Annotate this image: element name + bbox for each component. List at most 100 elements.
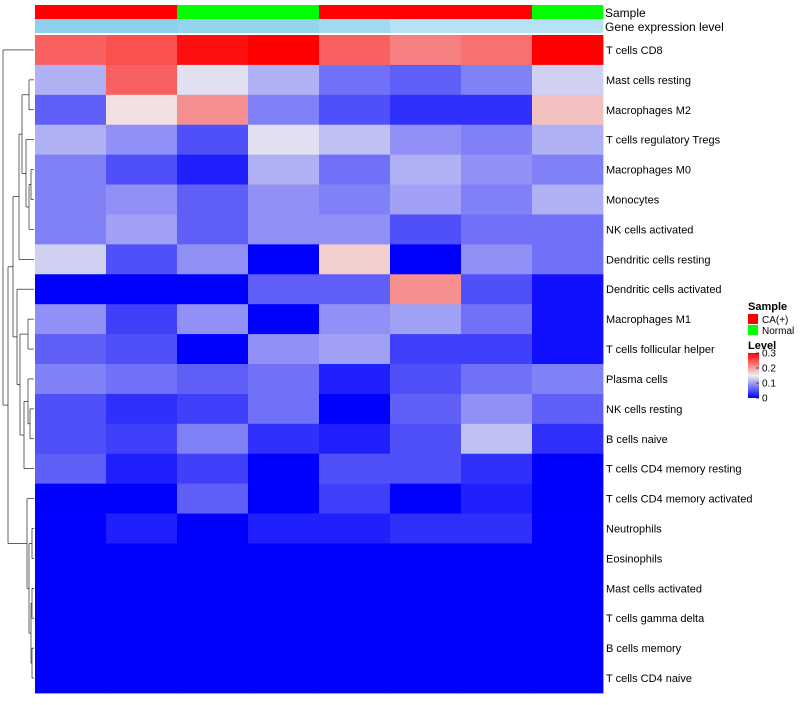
row-label: NK cells activated	[606, 224, 693, 236]
heatmap-cell	[177, 633, 249, 664]
heatmap-cell	[106, 633, 178, 664]
heatmap-cell	[390, 334, 462, 365]
heatmap-cell	[390, 35, 462, 66]
heatmap-cell	[248, 423, 320, 455]
heatmap-cell	[106, 214, 178, 245]
sample-annotation-cell	[532, 5, 604, 19]
heatmap-cell	[177, 393, 249, 425]
row-label: Macrophages M1	[606, 314, 691, 326]
row-label: Macrophages M2	[606, 105, 691, 117]
row-label: B cells memory	[606, 643, 682, 655]
heatmap-cell	[35, 573, 107, 604]
heatmap-cell	[177, 603, 249, 634]
gene-expression-annotation-cell	[319, 19, 391, 33]
gene-expression-annotation-cell	[35, 19, 107, 33]
heatmap-cell	[35, 124, 107, 156]
heatmap-cell	[461, 453, 533, 485]
heatmap-cell	[248, 35, 320, 66]
sample-annotation-cell	[35, 5, 107, 19]
heatmap-cell	[106, 334, 178, 365]
heatmap-cell	[319, 603, 391, 634]
legend-sample-title: Sample	[748, 301, 787, 313]
heatmap-cell	[390, 603, 462, 634]
row-label: Monocytes	[606, 195, 660, 207]
heatmap-cell	[390, 453, 462, 485]
heatmap-cell	[35, 663, 107, 694]
heatmap-cell	[319, 513, 391, 544]
heatmap-cell	[390, 64, 462, 96]
heatmap-cell	[35, 513, 107, 544]
legend-level-tick-label: 0.3	[762, 349, 776, 360]
heatmap-cell	[177, 64, 249, 96]
heatmap-cell	[532, 663, 604, 694]
heatmap-cells	[35, 35, 604, 694]
heatmap-cell	[35, 154, 107, 185]
heatmap-cell	[461, 543, 533, 574]
gene-expression-annotation-cell	[461, 19, 533, 33]
sample-annotation-cell	[461, 5, 533, 19]
heatmap-cell	[532, 423, 604, 455]
heatmap-cell	[177, 274, 249, 305]
row-label: T cells CD4 memory resting	[606, 464, 742, 476]
heatmap-cell	[390, 573, 462, 604]
heatmap-cell	[35, 214, 107, 245]
heatmap-cell	[106, 94, 178, 126]
heatmap-cell	[177, 214, 249, 245]
heatmap-cell	[461, 573, 533, 604]
heatmap-cell	[532, 573, 604, 604]
sample-annotation-cell	[106, 5, 178, 19]
heatmap-cell	[35, 453, 107, 485]
heatmap-cell	[461, 603, 533, 634]
heatmap-cell	[461, 154, 533, 185]
heatmap-cell	[248, 483, 320, 514]
heatmap-cell	[461, 214, 533, 245]
heatmap-cell	[248, 304, 320, 335]
heatmap-cell	[532, 64, 604, 96]
heatmap-cell	[319, 94, 391, 126]
row-label: Neutrophils	[606, 524, 662, 536]
legend-level-tick-label: 0.1	[762, 379, 776, 390]
heatmap-cell	[390, 124, 462, 156]
heatmap-cell	[390, 483, 462, 514]
heatmap-cell	[106, 603, 178, 634]
heatmap-cell	[461, 423, 533, 455]
heatmap-cell	[532, 274, 604, 305]
heatmap-cell	[390, 393, 462, 425]
row-label: T cells gamma delta	[606, 613, 705, 625]
heatmap-cell	[106, 35, 178, 66]
gene-expression-annotation-cell	[106, 19, 178, 33]
heatmap-cell	[106, 423, 178, 455]
heatmap-cell	[106, 513, 178, 544]
annotation-label-gene-expression: Gene expression level	[605, 20, 724, 34]
heatmap-cell	[319, 64, 391, 96]
heatmap-cell	[106, 393, 178, 425]
heatmap-cell	[106, 453, 178, 485]
heatmap-cell	[35, 423, 107, 455]
row-label: Dendritic cells activated	[606, 284, 722, 296]
heatmap-cell	[177, 154, 249, 185]
heatmap-cell	[532, 453, 604, 485]
heatmap-cell	[248, 663, 320, 694]
heatmap-cell	[532, 184, 604, 215]
heatmap-cell	[248, 573, 320, 604]
row-label: Mast cells resting	[606, 75, 691, 87]
heatmap-cell	[106, 154, 178, 185]
heatmap-cell	[461, 334, 533, 365]
heatmap-cell	[177, 423, 249, 455]
gene-expression-annotation-cell	[248, 19, 320, 33]
heatmap-cell	[319, 543, 391, 574]
heatmap-cell	[532, 35, 604, 66]
row-label: Mast cells activated	[606, 583, 702, 595]
heatmap-cell	[248, 364, 320, 395]
heatmap-cell	[35, 35, 107, 66]
heatmap-cell	[461, 483, 533, 514]
annotation-label-sample: Sample	[605, 6, 646, 20]
heatmap-cell	[532, 304, 604, 335]
heatmap-cell	[532, 603, 604, 634]
heatmap-cell	[532, 244, 604, 275]
heatmap-cell	[106, 124, 178, 156]
heatmap-cell	[319, 244, 391, 275]
row-label: Eosinophils	[606, 553, 663, 565]
heatmap-cell	[248, 334, 320, 365]
heatmap-cell	[390, 663, 462, 694]
